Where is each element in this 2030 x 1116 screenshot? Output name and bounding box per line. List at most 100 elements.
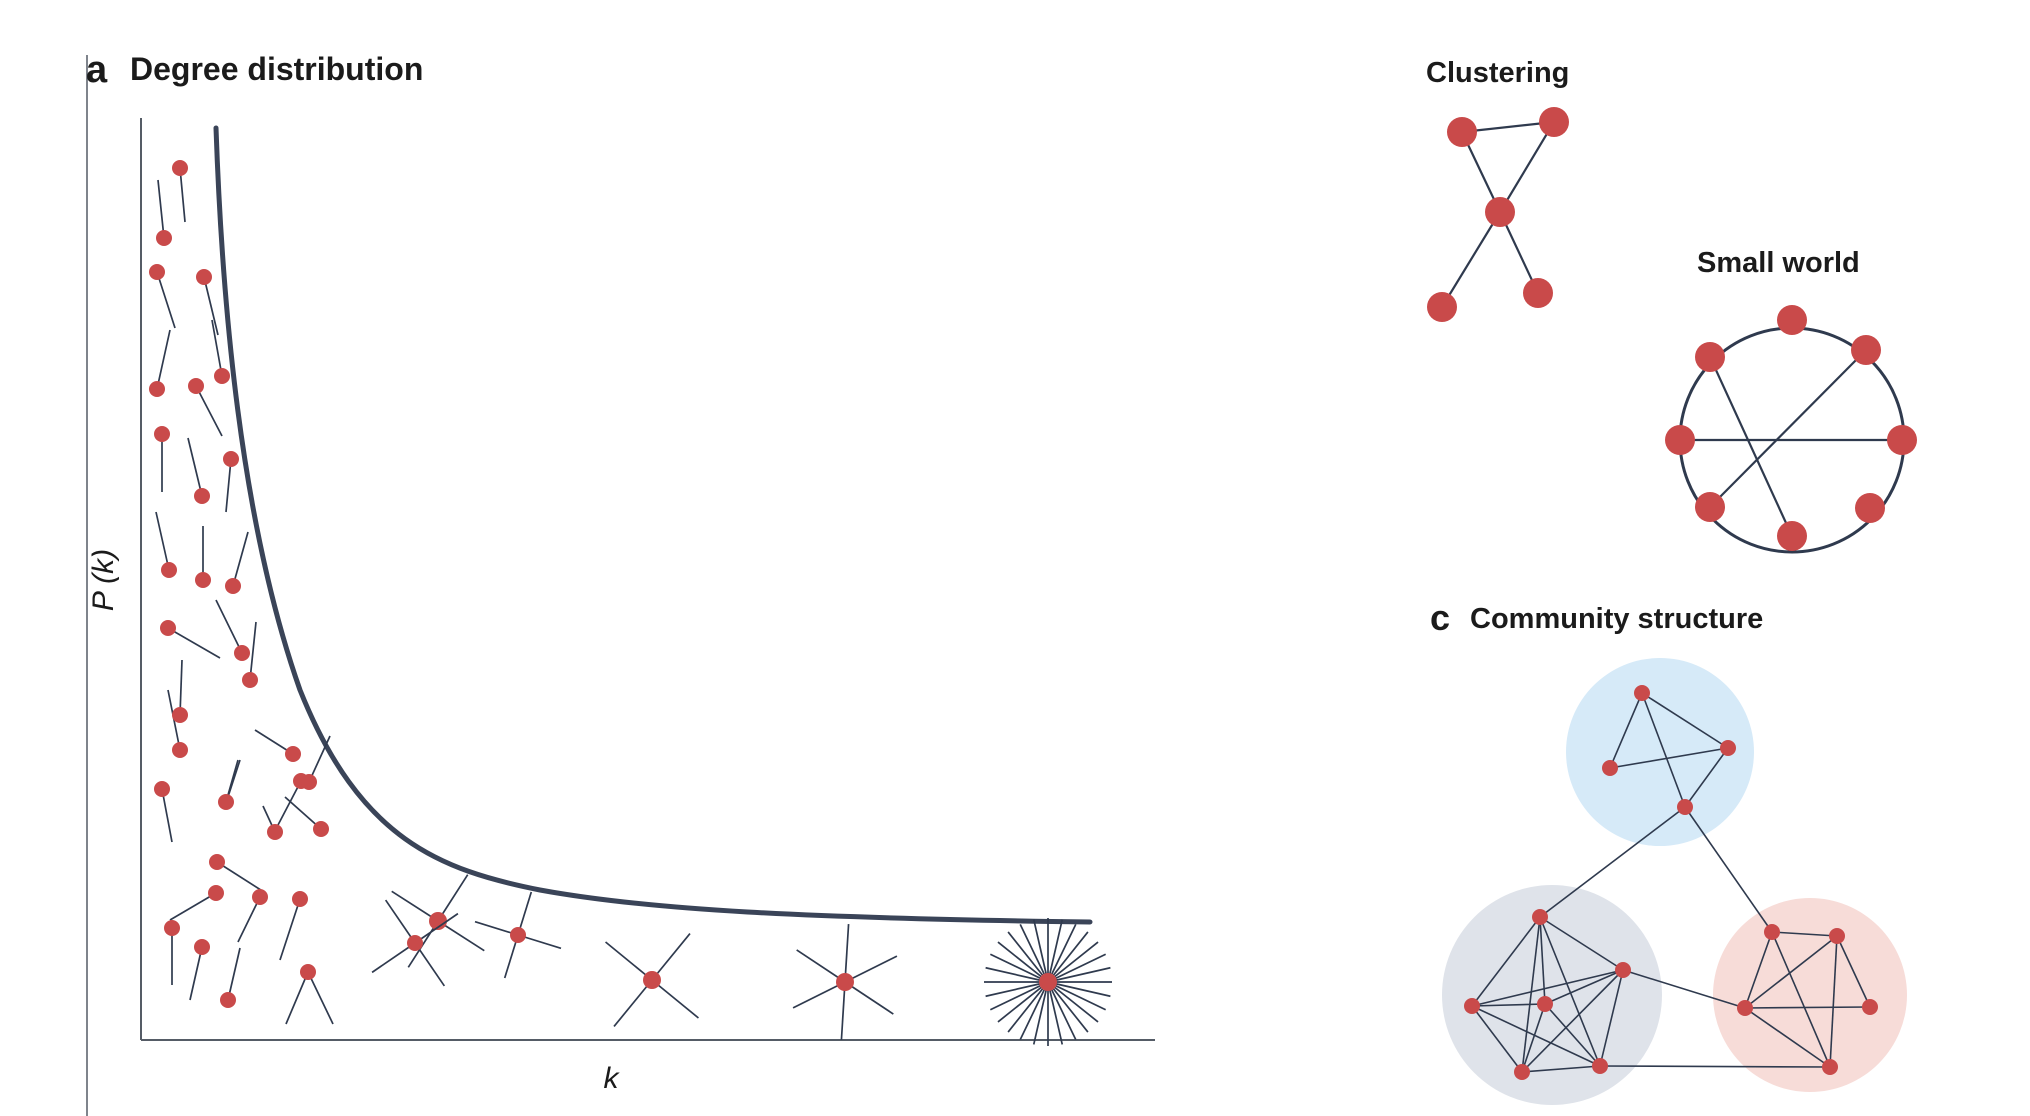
low-degree-edge: [284, 796, 322, 830]
power-law-curve: [213, 125, 1093, 925]
low-degree-edge: [307, 971, 334, 1025]
community-node: [1737, 1000, 1753, 1016]
small-world-shortcut: [1708, 356, 1794, 537]
community-pink: [1713, 898, 1907, 1092]
hub-edge: [651, 933, 691, 981]
community-edge: [1622, 969, 1746, 1009]
hub-edge: [1047, 981, 1111, 998]
low-degree-node: [172, 160, 188, 176]
hub-edge: [1047, 981, 1089, 1033]
small-world-node: [1777, 521, 1807, 551]
low-degree-node: [196, 269, 212, 285]
hub-edge: [384, 899, 416, 944]
low-degree-node: [160, 620, 176, 636]
hub-edge: [414, 912, 459, 944]
hub-edge: [371, 942, 416, 974]
panel-a-title: Degree distribution: [130, 51, 423, 87]
community-gray: [1442, 885, 1662, 1105]
low-degree-node: [301, 774, 317, 790]
community-node: [1464, 998, 1480, 1014]
community-edge: [1771, 931, 1831, 1068]
clustering-title: Clustering: [1426, 57, 1569, 89]
community-node: [1602, 760, 1618, 776]
hub-node: [429, 912, 447, 930]
low-degree-edge: [277, 780, 302, 826]
low-degree-edge: [308, 735, 331, 783]
low-degree-node: [220, 992, 236, 1008]
hub-edge: [414, 942, 446, 987]
hub-edge: [997, 941, 1049, 983]
low-degree-node: [242, 672, 258, 688]
community-edges: [1471, 692, 1871, 1073]
panel-b-small-world: Small world: [1665, 247, 1917, 554]
hub-node: [407, 935, 423, 951]
community-edge: [1609, 692, 1643, 769]
community-edge: [1744, 931, 1773, 1009]
hub-edge: [1047, 981, 1107, 1011]
hub-edge: [391, 890, 439, 922]
community-node: [1592, 1058, 1608, 1074]
community-edge: [1471, 969, 1624, 1007]
hub-node: [836, 973, 854, 991]
community-node: [1677, 799, 1693, 815]
low-degree-node: [149, 264, 165, 280]
hub-edge: [1032, 919, 1049, 983]
community-edge: [1539, 916, 1601, 1067]
hub-edge: [796, 949, 846, 983]
hub-edge: [1047, 931, 1089, 983]
panel-c: c Community structure: [1430, 597, 1907, 1105]
low-degree-node: [252, 889, 268, 905]
low-degree-edge: [195, 385, 223, 437]
community-edge: [1836, 935, 1871, 1008]
community-edge: [1744, 1006, 1871, 1009]
clustering-edge: [1441, 211, 1501, 308]
hub-edge: [840, 981, 846, 1040]
low-degree-edge: [215, 599, 243, 654]
y-axis-label: P (k): [87, 549, 120, 611]
hub-edge: [1019, 923, 1049, 983]
clustering-node: [1447, 117, 1477, 147]
community-edge: [1641, 692, 1729, 749]
community-node: [1532, 909, 1548, 925]
low-degree-node: [172, 742, 188, 758]
clustering-edge: [1499, 121, 1555, 213]
community-edge: [1771, 931, 1838, 937]
low-degree-node: [209, 854, 225, 870]
panel-b-clustering: Clustering: [1426, 57, 1569, 322]
hub-node: [1039, 973, 1057, 991]
low-degree-node: [223, 451, 239, 467]
small-world-node: [1665, 425, 1695, 455]
small-world-node: [1777, 305, 1807, 335]
community-edge: [1521, 969, 1624, 1073]
low-degree-node: [292, 891, 308, 907]
community-edge: [1471, 1003, 1546, 1007]
community-node: [1829, 928, 1845, 944]
community-node: [1720, 740, 1736, 756]
small-world-title: Small world: [1697, 247, 1860, 279]
hub-edge: [437, 920, 485, 952]
low-degree-node: [234, 645, 250, 661]
hub-edge: [1047, 981, 1077, 1041]
hub-edge: [1047, 919, 1064, 983]
hub-edge: [1047, 966, 1111, 983]
low-degree-edge: [169, 892, 217, 921]
hub-edge: [613, 979, 653, 1027]
low-degree-node: [156, 230, 172, 246]
hub-edge: [1047, 941, 1099, 983]
hub-edge: [437, 874, 469, 922]
low-degree-node: [208, 885, 224, 901]
community-edge: [1521, 916, 1541, 1073]
low-degree-edge: [179, 167, 186, 223]
small-world-node: [1851, 335, 1881, 365]
community-edge: [1521, 1065, 1601, 1073]
low-degree-edge: [203, 276, 219, 336]
community-edge: [1599, 1065, 1831, 1068]
low-degree-node: [313, 821, 329, 837]
small-world-node: [1695, 342, 1725, 372]
low-degree-node: [149, 381, 165, 397]
low-degree-edge: [161, 788, 173, 843]
community-edge: [1544, 1003, 1601, 1067]
hub-edge: [985, 981, 1049, 998]
hub-edge: [1032, 981, 1049, 1045]
hub-node: [643, 971, 661, 989]
